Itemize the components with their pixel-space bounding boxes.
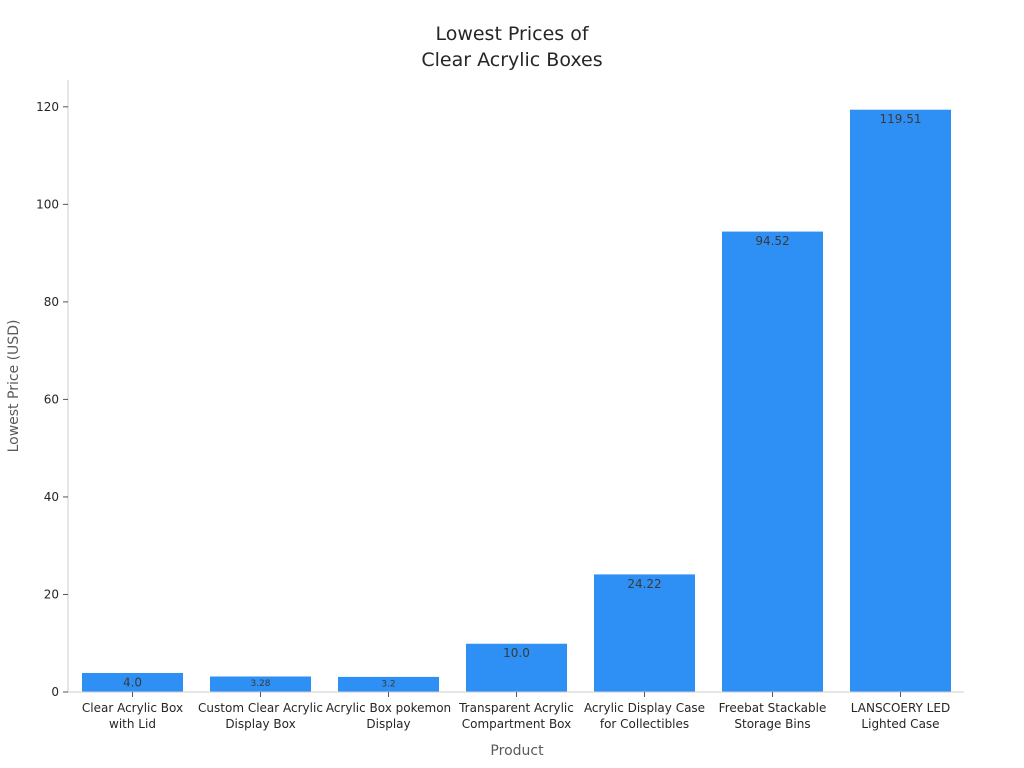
x-tick-label: Freebat Stackable: [719, 701, 827, 715]
x-tick-label: Transparent Acrylic: [458, 701, 574, 715]
x-tick-label: Acrylic Display Case: [584, 701, 705, 715]
bar: [593, 573, 696, 693]
y-tick-label: 60: [44, 392, 59, 406]
x-tick-label: Custom Clear Acrylic: [198, 701, 323, 715]
bar-value-label: 94.52: [755, 234, 789, 248]
chart-title-line-2: Clear Acrylic Boxes: [421, 49, 602, 71]
y-tick-label: 100: [36, 197, 59, 211]
y-axis: 0 20 40 60 80 100 120: [36, 80, 69, 699]
x-tick-label: Storage Bins: [734, 717, 810, 731]
x-tick-label: Clear Acrylic Box: [82, 701, 183, 715]
x-tick-label: Display Box: [225, 717, 295, 731]
x-tick-label: for Collectibles: [600, 717, 689, 731]
x-tick-label: Lighted Case: [861, 717, 939, 731]
bar: [465, 642, 568, 693]
y-tick-label: 80: [44, 295, 59, 309]
y-tick-label: 40: [44, 490, 59, 504]
chart-title-line-1: Lowest Prices of: [435, 23, 589, 45]
bars-group: 4.0 3.28 3.2 10.0 24.22 94.52 119.51: [81, 108, 952, 693]
bar-value-label: 3.2: [381, 679, 395, 689]
x-tick-label: Display: [366, 717, 410, 731]
y-axis-title: Lowest Price (USD): [6, 320, 22, 453]
y-tick-label: 20: [44, 587, 59, 601]
x-tick-label: LANSCOERY LED: [851, 701, 950, 715]
bar-value-label: 3.28: [250, 679, 270, 689]
x-tick-label: Compartment Box: [462, 717, 572, 731]
x-tick-label: Acrylic Box pokemon: [326, 701, 451, 715]
y-tick-label: 120: [36, 100, 59, 114]
bar-value-label: 24.22: [627, 577, 661, 591]
bar-value-label: 119.51: [880, 112, 922, 126]
y-tick-label: 0: [51, 685, 59, 699]
bar: [721, 230, 824, 693]
bar: [849, 108, 952, 693]
x-tick-label: with Lid: [109, 717, 156, 731]
bar-value-label: 10.0: [503, 646, 530, 660]
bar-value-label: 4.0: [123, 675, 142, 689]
x-axis-title: Product: [490, 743, 544, 759]
x-axis: Clear Acrylic Box with Lid Custom Clear Ac…: [68, 691, 964, 731]
